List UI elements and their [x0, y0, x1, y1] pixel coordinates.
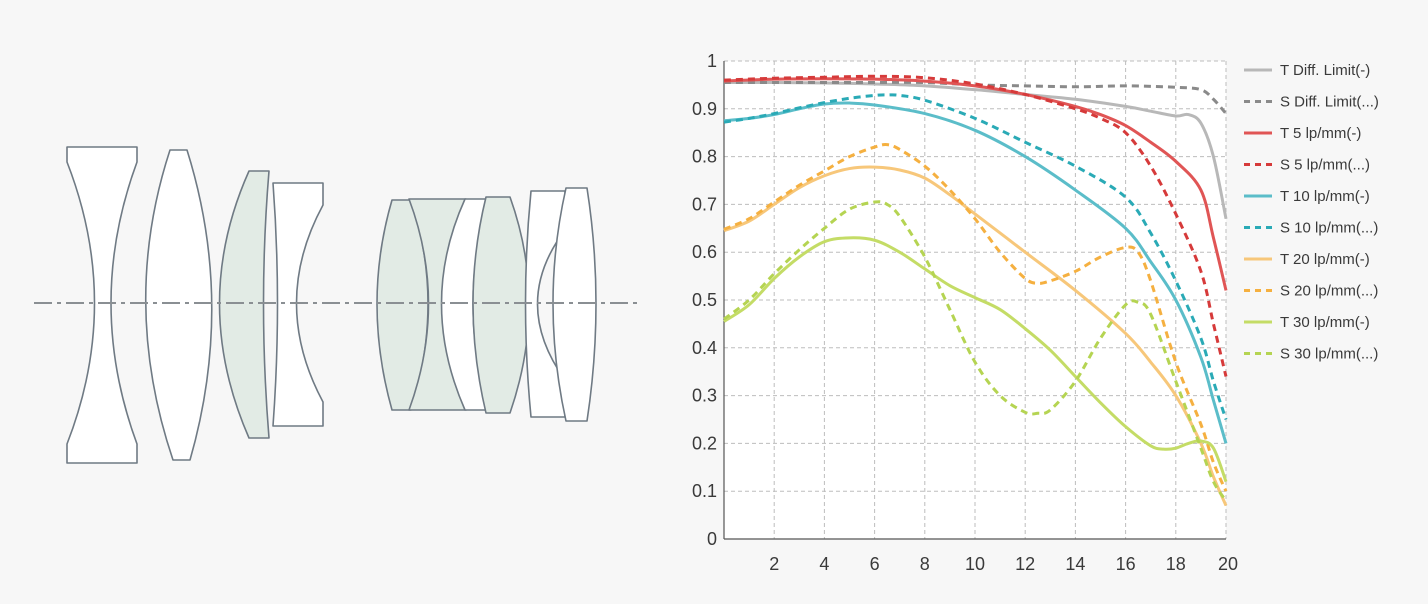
series-line-7 [723, 143, 1228, 492]
x-tick-label: 12 [1015, 554, 1035, 574]
series-lines [723, 74, 1228, 507]
series-line-3 [723, 74, 1228, 377]
lens-diagram [34, 146, 640, 464]
legend-label: T 20 lp/mm(-) [1280, 251, 1370, 268]
legend-label: S 30 lp/mm(...) [1280, 346, 1378, 363]
lens-element-4 [272, 182, 324, 427]
legend-label: T Diff. Limit(-) [1280, 62, 1370, 79]
legend-item: S 5 lp/mm(...) [1244, 157, 1370, 174]
series-line-2 [723, 77, 1228, 291]
legend-item: S 30 lp/mm(...) [1244, 346, 1378, 363]
y-tick-label: 0.3 [692, 386, 717, 406]
legend-label: S 20 lp/mm(...) [1280, 283, 1378, 300]
y-tick-label: 0 [707, 529, 717, 549]
series-line-0 [723, 80, 1228, 220]
legend-label: S Diff. Limit(...) [1280, 94, 1379, 111]
legend-item: T Diff. Limit(-) [1244, 62, 1370, 79]
legend-item: S 20 lp/mm(...) [1244, 283, 1378, 300]
lens-element-1 [66, 146, 138, 464]
legend: T Diff. Limit(-) S Diff. Limit(...) T 5 lp… [1244, 62, 1379, 363]
y-tick-label: 0.6 [692, 242, 717, 262]
lens-element-10 [552, 187, 597, 422]
x-tick-label: 8 [920, 554, 930, 574]
series-line-9 [723, 200, 1228, 502]
series-line-4 [723, 101, 1228, 444]
x-tick-label: 2 [769, 554, 779, 574]
y-tick-label: 0.4 [692, 338, 717, 358]
x-tick-label: 14 [1065, 554, 1085, 574]
legend-item: T 10 lp/mm(-) [1244, 188, 1370, 205]
y-tick-label: 0.5 [692, 290, 717, 310]
lens-element-8 [472, 196, 530, 414]
legend-label: T 10 lp/mm(-) [1280, 188, 1370, 205]
axes [723, 61, 1226, 540]
legend-label: S 5 lp/mm(...) [1280, 157, 1370, 174]
legend-item: T 20 lp/mm(-) [1244, 251, 1370, 268]
x-tick-label: 10 [965, 554, 985, 574]
x-tick-label: 16 [1116, 554, 1136, 574]
legend-item: T 30 lp/mm(-) [1244, 314, 1370, 331]
legend-item: S 10 lp/mm(...) [1244, 220, 1378, 237]
y-tick-label: 0.7 [692, 194, 717, 214]
lens-elements [66, 146, 597, 464]
lens-element-3 [218, 170, 270, 439]
series-line-8 [723, 236, 1228, 483]
y-tick-label: 0.1 [692, 481, 717, 501]
legend-item: T 5 lp/mm(-) [1244, 125, 1361, 142]
legend-item: S Diff. Limit(...) [1244, 94, 1379, 111]
lens-element-2 [144, 149, 213, 461]
y-tick-label: 0.2 [692, 433, 717, 453]
legend-label: T 5 lp/mm(-) [1280, 125, 1361, 142]
x-tick-label: 4 [819, 554, 829, 574]
y-tick-labels: 0 0.1 0.2 0.3 0.4 0.5 0.6 0.7 0.8 0.9 1 [692, 51, 717, 549]
series-line-5 [723, 93, 1228, 420]
x-tick-label: 20 [1218, 554, 1238, 574]
series-line-1 [724, 80, 1228, 115]
series-line-6 [723, 165, 1228, 507]
x-tick-labels: 2 4 6 8 10 12 14 16 18 20 [769, 554, 1238, 574]
legend-label: S 10 lp/mm(...) [1280, 220, 1378, 237]
y-tick-label: 0.9 [692, 99, 717, 119]
y-tick-label: 0.8 [692, 147, 717, 167]
x-tick-label: 18 [1166, 554, 1186, 574]
y-tick-label: 1 [707, 51, 717, 71]
mtf-chart: 0 0.1 0.2 0.3 0.4 0.5 0.6 0.7 0.8 0.9 1 2 4 6 8 10 12 14… [692, 51, 1379, 574]
x-tick-label: 6 [870, 554, 880, 574]
legend-label: T 30 lp/mm(-) [1280, 314, 1370, 331]
